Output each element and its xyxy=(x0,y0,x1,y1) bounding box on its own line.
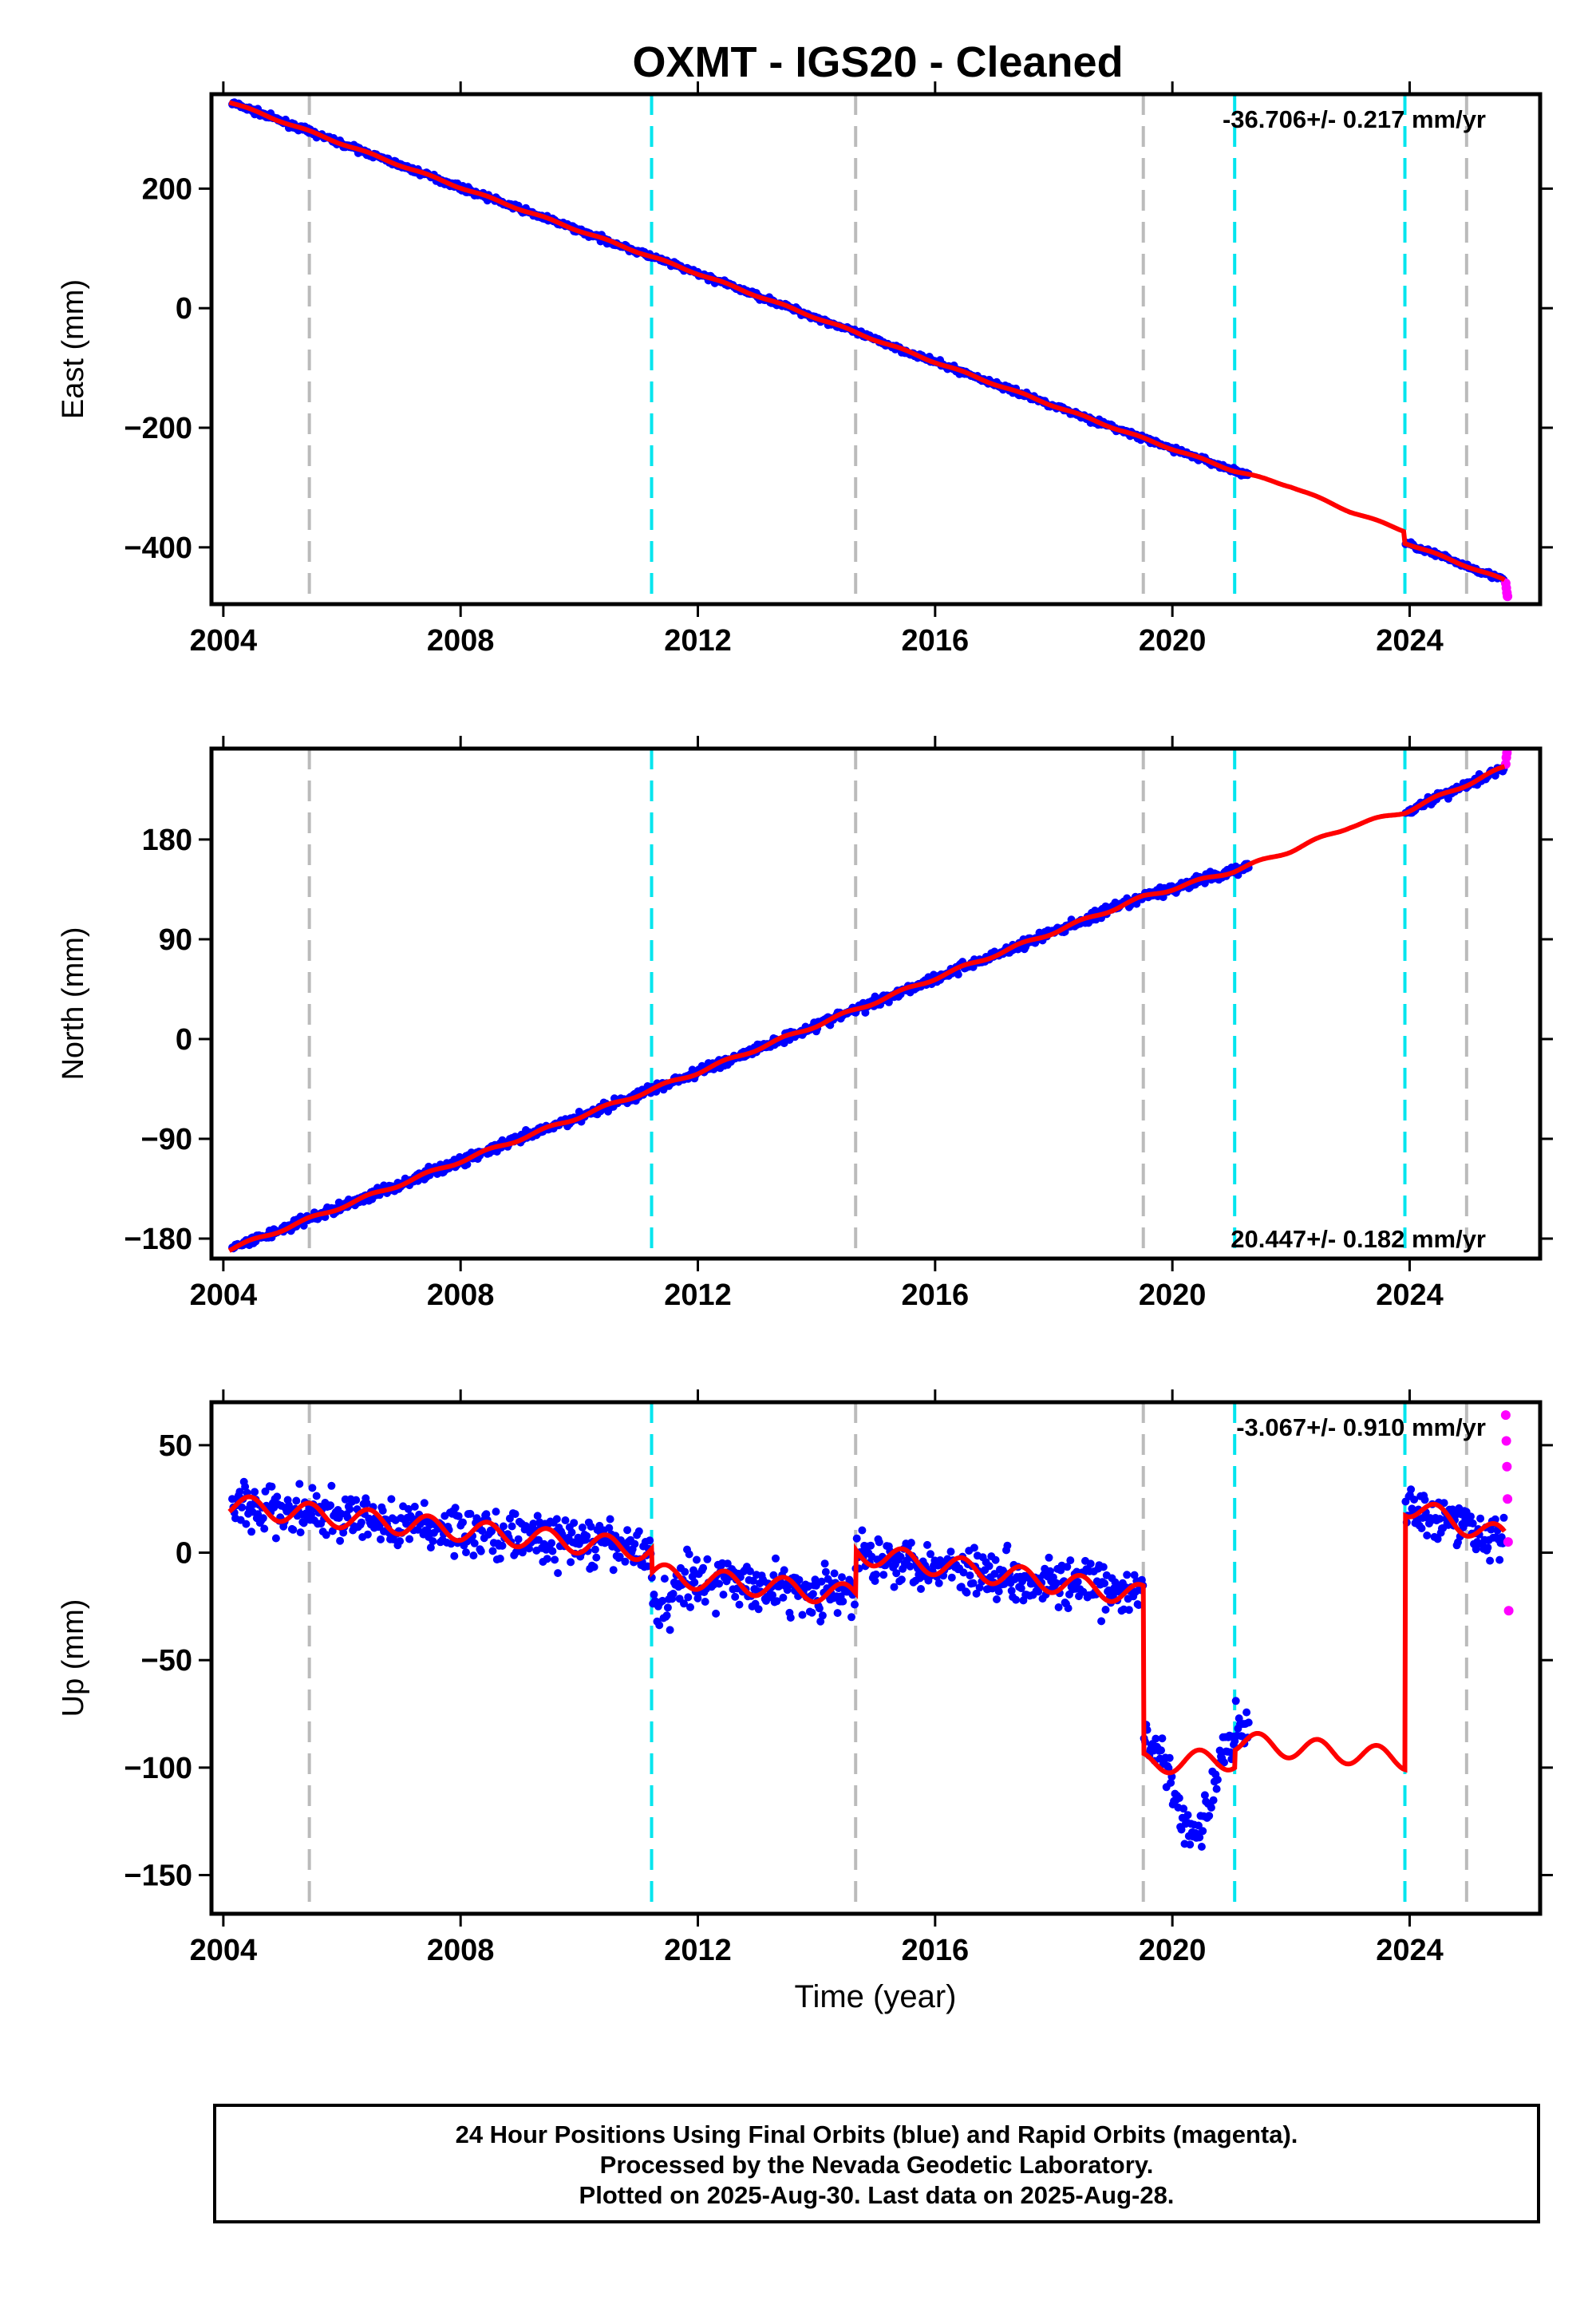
y-tick-label: 0 xyxy=(176,1023,192,1057)
footer-line-3: Plotted on 2025-Aug-30. Last data on 202… xyxy=(579,2181,1175,2209)
final-orbit-points-up xyxy=(228,1477,1508,1851)
footer-box: 24 Hour Positions Using Final Orbits (bl… xyxy=(213,2104,1540,2223)
plot-area-east xyxy=(228,94,1513,604)
panel-up: 2004 2008 2012 2016 2020 2024 50 0 −50 −100 −150 Up… xyxy=(57,1389,1553,1967)
x-tick-label: 2020 xyxy=(1139,1279,1207,1312)
rapid-orbit-point xyxy=(1503,591,1513,602)
model-line-east xyxy=(228,100,1506,583)
y-tick-label: 0 xyxy=(176,1537,192,1571)
y-tick-label: 180 xyxy=(142,824,192,857)
y-tick-label: 50 xyxy=(159,1429,192,1463)
frame-east xyxy=(209,92,1543,607)
rate-label-east: -36.706+/- 0.217 mm/yr xyxy=(1223,105,1486,133)
model-line-up xyxy=(227,1494,1507,1776)
x-tick-label: 2024 xyxy=(1376,1279,1444,1312)
y-axis-label-east: East (mm) xyxy=(57,279,90,419)
x-tick-label: 2020 xyxy=(1139,624,1207,658)
x-tick-label: 2008 xyxy=(427,1934,495,1967)
rapid-orbit-point xyxy=(1500,1410,1511,1421)
footer-line-2: Processed by the Nevada Geodetic Laborat… xyxy=(599,2151,1154,2179)
x-tick-label: 2024 xyxy=(1376,1934,1444,1967)
x-axis-label: Time (year) xyxy=(795,1979,957,2014)
y-tick-label: 90 xyxy=(159,923,192,957)
x-tick-label: 2012 xyxy=(664,1279,732,1312)
y-tick-label: −100 xyxy=(124,1752,192,1785)
y-axis-label-north: North (mm) xyxy=(57,927,90,1080)
y-tick-label: −150 xyxy=(124,1860,192,1893)
x-tick-label: 2004 xyxy=(190,1279,258,1312)
y-axis-label-up: Up (mm) xyxy=(57,1599,90,1717)
panel-north: 2004 2008 2012 2016 2020 2024 180 90 0 −90 −180 Nor… xyxy=(57,736,1553,1312)
rapid-orbit-point xyxy=(1503,1606,1514,1616)
chart-title: OXMT - IGS20 - Cleaned xyxy=(632,38,1123,86)
x-tick-label: 2012 xyxy=(664,1934,732,1967)
frame-north xyxy=(209,746,1543,1261)
x-tick-label: 2016 xyxy=(902,624,970,658)
frame-up xyxy=(209,1400,1543,1916)
y-tick-label: 0 xyxy=(176,292,192,326)
x-tick-label: 2016 xyxy=(902,1279,970,1312)
model-line-north xyxy=(227,764,1506,1253)
y-tick-label: −400 xyxy=(124,532,192,565)
final-orbit-scatter-up xyxy=(228,1477,1508,1851)
footer-line-1: 24 Hour Positions Using Final Orbits (bl… xyxy=(455,2120,1298,2148)
y-tick-label: −50 xyxy=(141,1644,192,1678)
rapid-orbit-point xyxy=(1502,1461,1512,1472)
x-tick-label: 2012 xyxy=(664,624,732,658)
y-tick-label: −200 xyxy=(124,412,192,445)
x-tick-label: 2004 xyxy=(190,624,258,658)
rapid-orbit-point xyxy=(1501,1436,1511,1446)
x-tick-label: 2008 xyxy=(427,1279,495,1312)
plot-area-north xyxy=(227,749,1513,1259)
x-tick-label: 2016 xyxy=(902,1934,970,1967)
rate-label-north: 20.447+/- 0.182 mm/yr xyxy=(1231,1225,1486,1253)
x-tick-label: 2020 xyxy=(1139,1934,1207,1967)
y-tick-label: −180 xyxy=(124,1223,192,1256)
y-tick-label: −90 xyxy=(141,1123,192,1156)
rate-label-up: -3.067+/- 0.910 mm/yr xyxy=(1236,1413,1486,1441)
x-tick-label: 2004 xyxy=(190,1934,258,1967)
x-tick-label: 2008 xyxy=(427,624,495,658)
y-tick-label: 200 xyxy=(142,172,192,206)
x-tick-label: 2024 xyxy=(1376,624,1444,658)
plot-area-up xyxy=(227,1402,1514,1914)
rapid-orbit-point xyxy=(1503,1537,1513,1547)
panel-east: 2004 2008 2012 2016 2020 2024 200 0 −200 −400 East… xyxy=(57,81,1553,658)
rapid-orbit-point xyxy=(1503,1494,1513,1504)
